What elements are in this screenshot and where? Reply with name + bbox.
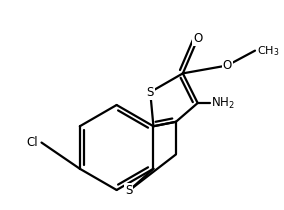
Text: Cl: Cl: [26, 136, 37, 149]
Text: O: O: [223, 59, 232, 72]
Text: NH$_2$: NH$_2$: [210, 96, 234, 111]
Text: S: S: [147, 86, 154, 99]
Text: S: S: [125, 185, 132, 197]
Text: O: O: [193, 32, 202, 45]
Text: CH$_3$: CH$_3$: [257, 44, 279, 58]
